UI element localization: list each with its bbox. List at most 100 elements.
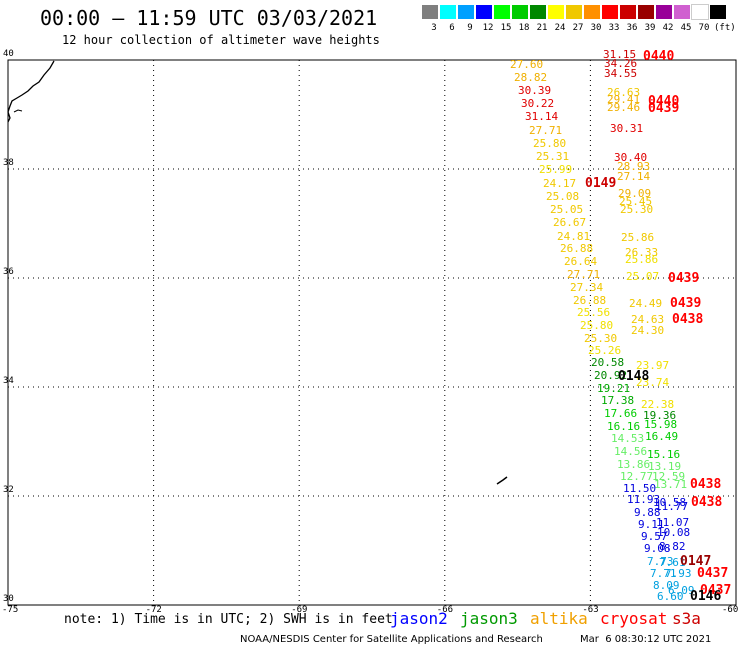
scale-swatch bbox=[458, 5, 474, 19]
scale-swatch bbox=[674, 5, 690, 19]
wave-height-value: 28.93 bbox=[617, 160, 650, 173]
wave-height-value: 11.50 bbox=[623, 482, 656, 495]
wave-height-value: 27.71 bbox=[529, 124, 562, 137]
wave-height-value: 25.80 bbox=[533, 137, 566, 150]
wave-height-value: 13.86 bbox=[617, 458, 650, 471]
bermuda-island bbox=[496, 476, 508, 485]
wave-height-value: 30.40 bbox=[614, 151, 647, 164]
lat-tick-label: 30 bbox=[3, 594, 14, 604]
wave-height-value: 24.30 bbox=[631, 324, 664, 337]
wave-height-value: 26.63 bbox=[607, 86, 640, 99]
wave-height-value: 34.55 bbox=[604, 67, 637, 80]
pass-time-label: 0439 bbox=[668, 271, 699, 286]
wave-height-value: 25.80 bbox=[580, 319, 613, 332]
wave-height-value: 7.71 bbox=[650, 567, 677, 580]
wave-height-value: 27.34 bbox=[570, 281, 603, 294]
lon-tick-label: -75 bbox=[2, 605, 18, 615]
wave-height-value: 6.09 bbox=[668, 584, 695, 597]
pass-time-label: 0438 bbox=[690, 477, 721, 492]
satellite-s3a: s3a bbox=[672, 609, 701, 628]
wave-height-value: 30.31 bbox=[610, 122, 643, 135]
wave-height-value: 16.16 bbox=[607, 420, 640, 433]
lon-tick-label: -72 bbox=[146, 605, 162, 615]
wave-height-value: 34.26 bbox=[604, 57, 637, 70]
wave-height-value: 23.74 bbox=[636, 376, 669, 389]
scale-swatch bbox=[530, 5, 546, 19]
credit-line: NOAA/NESDIS Center for Satellite Applica… bbox=[240, 634, 543, 645]
lon-tick-label: -63 bbox=[582, 605, 598, 615]
wave-height-value: 31.14 bbox=[525, 110, 558, 123]
satellite-altika: altika bbox=[530, 609, 588, 628]
wave-height-value: 8.82 bbox=[659, 540, 686, 553]
wave-height-value: 20.92 bbox=[594, 369, 627, 382]
wave-height-value: 16.49 bbox=[645, 430, 678, 443]
wave-height-value: 10.58 bbox=[653, 496, 686, 509]
scale-label: 27 bbox=[572, 23, 584, 33]
wave-height-value: 30.22 bbox=[521, 97, 554, 110]
scale-swatch bbox=[476, 5, 492, 19]
pass-time-label: 0146 bbox=[690, 589, 721, 604]
wave-height-value: 26.88 bbox=[560, 242, 593, 255]
pass-time-label: 0439 bbox=[670, 296, 701, 311]
wave-height-value: 10.08 bbox=[657, 526, 690, 539]
pass-time-label: 0148 bbox=[618, 369, 649, 384]
wave-height-value: 29.09 bbox=[618, 187, 651, 200]
wave-height-value: 15.98 bbox=[644, 418, 677, 431]
scale-swatch bbox=[548, 5, 564, 19]
scale-label: 9 bbox=[467, 23, 473, 33]
pass-time-label: 0437 bbox=[700, 583, 731, 598]
scale-label: 24 bbox=[554, 23, 566, 33]
wave-height-value: 23.97 bbox=[636, 359, 669, 372]
wave-height-value: 24.17 bbox=[543, 177, 576, 190]
footnote: note: 1) Time is in UTC; 2) SWH is in fe… bbox=[64, 612, 393, 627]
lat-tick-label: 40 bbox=[3, 49, 14, 59]
wave-height-value: 17.66 bbox=[604, 407, 637, 420]
wave-height-value: 24.63 bbox=[631, 313, 664, 326]
wave-height-value: 11.77 bbox=[655, 500, 688, 513]
wave-height-value: 25.26 bbox=[588, 344, 621, 357]
scale-label: 30 bbox=[590, 23, 602, 33]
wave-height-value: 24.81 bbox=[557, 230, 590, 243]
wave-height-value: 26.88 bbox=[573, 294, 606, 307]
wave-height-value: 20.58 bbox=[591, 356, 624, 369]
scale-label: (ft) bbox=[714, 23, 736, 33]
wave-height-value: 27.14 bbox=[617, 170, 650, 183]
wave-height-value: 25.31 bbox=[536, 150, 569, 163]
scale-swatch bbox=[656, 5, 672, 19]
scale-label: 36 bbox=[626, 23, 638, 33]
wave-height-value: 8.09 bbox=[653, 579, 680, 592]
satellite-jason2: jason2 bbox=[390, 609, 448, 628]
scale-label: 45 bbox=[680, 23, 692, 33]
pass-time-label: 0440 bbox=[643, 49, 674, 64]
wave-height-value: 14.53 bbox=[611, 432, 644, 445]
wave-height-value: 11.07 bbox=[656, 516, 689, 529]
scale-swatch bbox=[691, 4, 709, 20]
scale-label: 6 bbox=[449, 23, 455, 33]
wave-height-value: 13.71 bbox=[654, 478, 687, 491]
lon-tick-label: -69 bbox=[291, 605, 307, 615]
wave-height-value: 22.38 bbox=[641, 398, 674, 411]
axis-labels: -75 -72 -69 -66 -63 -60 30 32 34 36 38 40 bbox=[2, 49, 738, 615]
wave-height-value: 17.38 bbox=[601, 394, 634, 407]
wave-height-value: 13.19 bbox=[648, 460, 681, 473]
wave-height-value: 25.56 bbox=[577, 306, 610, 319]
wave-height-value: 7.93 bbox=[665, 567, 692, 580]
scale-swatch bbox=[566, 5, 582, 19]
scale-swatch bbox=[422, 5, 438, 19]
pass-time-label: 0439 bbox=[648, 101, 679, 116]
scale-label: 39 bbox=[644, 23, 656, 33]
pass-time-label: 0437 bbox=[697, 566, 728, 581]
scale-label: 70 bbox=[698, 23, 710, 33]
scale-label: 42 bbox=[662, 23, 674, 33]
scale-swatch bbox=[440, 5, 456, 19]
graticule bbox=[8, 60, 736, 605]
scale-swatch bbox=[638, 5, 654, 19]
scale-swatch bbox=[512, 5, 528, 19]
wave-height-value: 12.77 bbox=[620, 470, 653, 483]
wave-height-value: 26.33 bbox=[625, 246, 658, 259]
wave-height-value: 9.88 bbox=[634, 506, 661, 519]
scale-label: 18 bbox=[518, 23, 530, 33]
map-title: 00:00 – 11:59 UTC 03/03/2021 bbox=[40, 6, 378, 30]
